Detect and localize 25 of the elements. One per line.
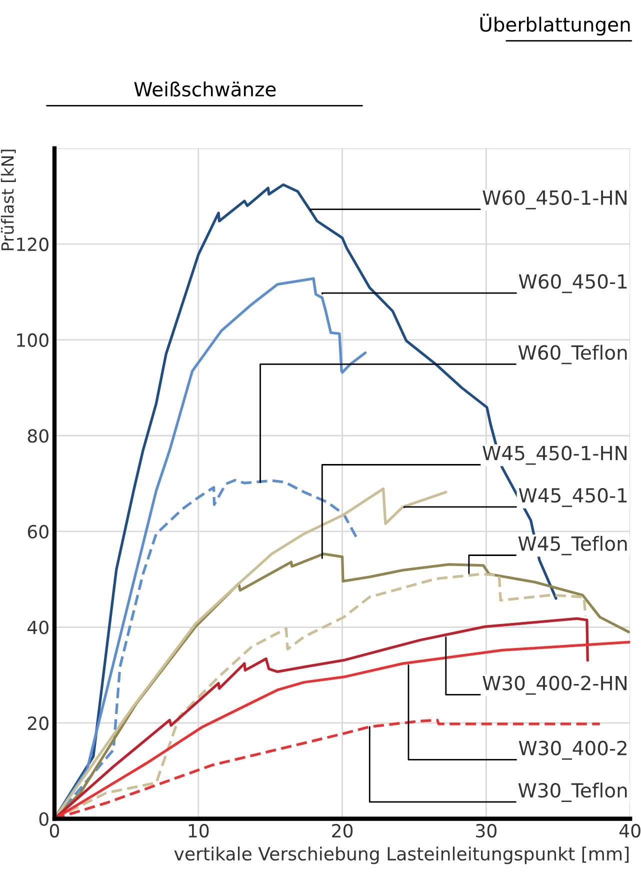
y-tick-label: 120	[17, 238, 48, 252]
x-tick-label: 40	[620, 824, 640, 838]
y-axis-title: Prüflast [kN]	[0, 150, 16, 250]
annotation: W30_400-2	[518, 740, 626, 760]
annotation: W30_400-2-HN	[482, 676, 626, 695]
y-tick-label: 20	[28, 716, 48, 730]
y-tick-label: 40	[28, 620, 48, 634]
text: Weißschwänze	[134, 82, 276, 97]
x-tick-label: 10	[188, 824, 209, 838]
y-tick-label: 0	[39, 812, 48, 826]
x-tick-label: 30	[476, 824, 496, 838]
y-tick-label: 60	[28, 524, 48, 539]
annotation: W60_450-1-HN	[482, 190, 626, 210]
annotation: W45_450-1	[518, 488, 627, 507]
x-tick-label: 0	[50, 824, 60, 838]
x-axis-title: vertikale Verschiebung Lasteinleitungspunkt [mm]	[174, 846, 629, 864]
annotation: W60_Teflon	[518, 344, 627, 364]
x-tick-label: 20	[332, 824, 353, 838]
annotation: W60_450-1	[518, 274, 627, 294]
y-tick-label: 100	[17, 333, 48, 347]
annotation: W45_450-1-HN	[482, 446, 626, 465]
annotation: W30_Teflon	[518, 782, 627, 802]
text: Überblattungen	[480, 14, 630, 36]
annotation: W45_Teflon	[518, 536, 627, 556]
y-tick-label: 80	[28, 429, 48, 443]
